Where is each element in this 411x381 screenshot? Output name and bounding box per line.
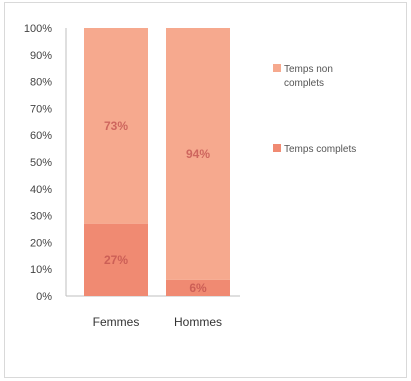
y-tick-label: 0% (36, 291, 52, 303)
bar-segment (84, 28, 148, 224)
data-label: 27% (104, 253, 128, 267)
legend-label: Temps complets (284, 144, 356, 155)
bar-segment (84, 223, 148, 296)
legend-swatch (273, 144, 281, 152)
x-category-label: Hommes (174, 315, 222, 329)
bar-segment (166, 279, 230, 296)
y-tick-label: 30% (30, 211, 52, 223)
y-tick-label: 40% (30, 184, 52, 196)
x-category-label: Femmes (93, 315, 140, 329)
y-tick-label: 50% (30, 157, 52, 169)
y-tick-label: 70% (30, 103, 52, 115)
legend-swatch (273, 64, 281, 72)
y-tick-label: 10% (30, 264, 52, 276)
data-label: 73% (104, 119, 128, 133)
y-tick-label: 20% (30, 237, 52, 249)
bar-segment (166, 28, 230, 280)
legend-label-line2: complets (284, 78, 324, 89)
legend-label-line1: Temps non (284, 64, 333, 75)
data-label: 94% (186, 147, 210, 161)
data-label: 6% (189, 281, 207, 295)
y-tick-label: 100% (24, 23, 52, 35)
y-tick-label: 60% (30, 130, 52, 142)
y-tick-label: 80% (30, 77, 52, 89)
y-tick-label: 90% (30, 50, 52, 62)
